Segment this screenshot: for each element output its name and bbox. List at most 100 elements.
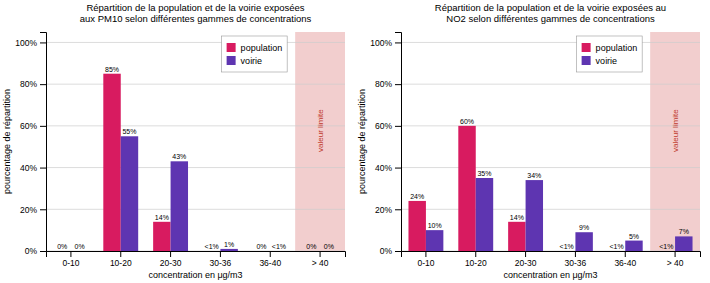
legend-entry: voirie: [241, 56, 263, 66]
y-tick: 0%: [25, 246, 46, 256]
bar: [625, 241, 642, 251]
data-label: 55%: [122, 128, 136, 135]
y-axis: 0%20%40%60%80%100%: [370, 33, 401, 257]
bar: [476, 178, 493, 251]
title: Répartition de la population et de la vo…: [435, 2, 666, 24]
data-label: <1%: [659, 243, 673, 250]
y-tick-label: 40%: [375, 163, 392, 173]
grid-line: [401, 42, 700, 43]
data-label: 10%: [428, 222, 442, 229]
panel: 0-1010-2020-3030-3636-40> 400%20%40%60%8…: [2, 2, 346, 280]
x-tick-label: 10-20: [110, 258, 132, 268]
y-tick-mark: [40, 84, 46, 85]
x-tick-label: 10-20: [465, 258, 487, 268]
x-tick-label: 20-30: [515, 258, 537, 268]
legend-swatch: [582, 43, 591, 52]
highlight-region: [650, 32, 700, 251]
bar: [303, 251, 320, 252]
bar: [253, 251, 270, 252]
annotation: valeur limite: [316, 109, 325, 152]
legend: populationvoirie: [577, 36, 643, 72]
grid-line: [401, 125, 700, 126]
y-tick-label: 80%: [375, 79, 392, 89]
legend-swatch: [227, 43, 236, 52]
data-label: 0%: [324, 243, 334, 250]
x-tick-mark: [220, 251, 221, 257]
data-label: 24%: [410, 193, 424, 200]
bar: [171, 161, 188, 251]
data-label: 0%: [256, 243, 266, 250]
bar: [153, 222, 170, 251]
x-tick-label: 0-10: [62, 258, 79, 268]
bar: [203, 251, 220, 252]
bars: [408, 126, 692, 251]
x-tick-mark: [625, 251, 626, 257]
title-line: Répartition de la population et de la vo…: [435, 2, 666, 13]
y-tick-mark: [395, 251, 401, 252]
y-tick-label: 80%: [20, 79, 37, 89]
data-label: 14%: [510, 214, 524, 221]
data-label: 0%: [57, 243, 67, 250]
data-labels: 24%60%14%<1%<1%<1%10%35%34%9%5%7%: [410, 118, 689, 250]
y-tick-mark: [40, 126, 46, 127]
x-tick: 10-20: [110, 251, 132, 268]
y-tick-label: 60%: [375, 121, 392, 131]
data-label: 9%: [579, 224, 589, 231]
grid: [46, 42, 345, 251]
grid-line: [46, 167, 345, 168]
legend: populationvoirie: [222, 36, 288, 72]
panel: 0-1010-2020-3030-3636-40> 400%20%40%60%8…: [357, 2, 701, 280]
data-label: 5%: [629, 233, 639, 240]
x-tick: 0-10: [62, 251, 79, 268]
x-tick-label: 30-36: [210, 258, 232, 268]
y-tick-mark: [395, 84, 401, 85]
y-tick-mark: [40, 168, 46, 169]
y-tick: 80%: [20, 79, 46, 89]
x-tick-label: 0-10: [417, 258, 434, 268]
y-axis: 0% 20% 40% 60% 80% 100%: [15, 33, 46, 257]
x-tick: 36-40: [259, 251, 281, 268]
grid: [401, 42, 700, 251]
y-tick-label: 40%: [20, 163, 37, 173]
data-label: 34%: [527, 172, 541, 179]
data-label: <1%: [205, 243, 219, 250]
plot-area: 0-1010-2020-3030-3636-40> 400%20%40%60%8…: [2, 2, 346, 280]
x-tick-mark: [425, 251, 426, 257]
bar: [320, 251, 337, 252]
y-tick: 100%: [370, 38, 401, 48]
y-tick-label: 100%: [15, 38, 37, 48]
y-tick: 20%: [20, 205, 46, 215]
bar: [53, 251, 70, 252]
data-label: <1%: [560, 243, 574, 250]
bar: [408, 201, 425, 251]
x-axis-line: [47, 252, 346, 258]
bar: [103, 74, 120, 251]
y-axis-line: [395, 33, 402, 252]
x-axis: 0-1010-2020-3030-3636-40> 40: [47, 251, 346, 268]
figure: 0-10 10-20 20-30 30-36 36-40 > 40 0% 20% 40% 60% 8…: [0, 0, 710, 283]
x-tick-label: 36-40: [259, 258, 281, 268]
legend-frame: [222, 36, 288, 72]
y-tick-mark: [395, 126, 401, 127]
grid-line: [401, 209, 700, 210]
highlight-region: [295, 32, 345, 251]
data-label: 0%: [75, 243, 85, 250]
y-tick-label: 60%: [20, 121, 37, 131]
bar: [658, 251, 675, 252]
x-tick-mark: [120, 251, 121, 257]
legend-entry: population: [596, 43, 638, 53]
x-tick-mark: [70, 251, 71, 257]
x-tick-mark: [270, 251, 271, 257]
y-tick: 20%: [375, 205, 401, 215]
grid-line: [46, 209, 345, 210]
x-tick-mark: [320, 251, 321, 257]
data-label: <1%: [609, 243, 623, 250]
title-line: NO2 selon différentes gammes de concentr…: [446, 13, 655, 24]
x-tick-label: > 40: [312, 258, 329, 268]
x-tick-mark: [675, 251, 676, 257]
y-tick-mark: [395, 209, 401, 210]
x-tick-label: > 40: [667, 258, 684, 268]
x-tick: 30-36: [565, 251, 587, 268]
data-label: <1%: [272, 243, 286, 250]
y-tick-label: 100%: [370, 38, 392, 48]
